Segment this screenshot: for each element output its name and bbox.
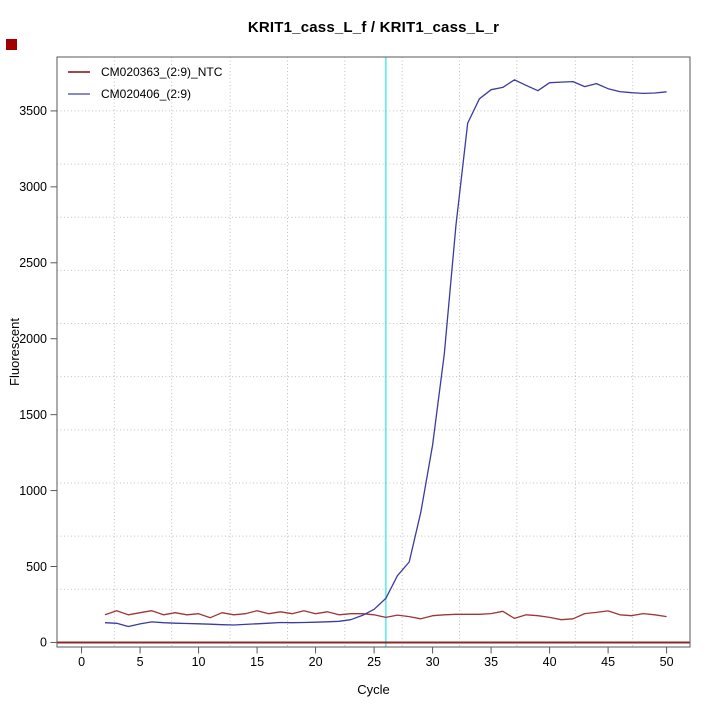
y-tick-label: 1500 — [19, 408, 47, 422]
x-tick-label: 5 — [137, 655, 144, 669]
axes — [50, 110, 668, 654]
x-tick-label: 0 — [78, 655, 85, 669]
series-line-sample — [104, 79, 667, 628]
gridlines — [57, 57, 690, 647]
legend-item-sample: CM020406_(2:9) — [68, 83, 222, 105]
y-tick-label: 0 — [40, 636, 47, 650]
y-tick-label: 1000 — [19, 484, 47, 498]
tick-labels: 0 5 10 15 20 25 30 35 40 45 5005001000150020002500… — [19, 104, 673, 669]
y-tick-label: 2500 — [19, 256, 47, 270]
legend-label-sample: CM020406_(2:9) — [101, 87, 192, 101]
plot-border — [56, 56, 691, 648]
y-tick-label: 2000 — [19, 332, 47, 346]
legend-line-red — [68, 71, 90, 73]
legend-label-ntc: CM020363_(2:9)_NTC — [101, 65, 223, 79]
x-tick-label: 25 — [367, 655, 381, 669]
x-tick-label: 15 — [250, 655, 264, 669]
series-line-ntc — [104, 610, 667, 621]
x-tick-label: 20 — [309, 655, 323, 669]
x-tick-label: 45 — [601, 655, 615, 669]
y-axis-label: Fluorescent — [7, 318, 22, 386]
y-tick-label: 500 — [26, 560, 47, 574]
chart-title: KRIT1_cass_L_f / KRIT1_cass_L_r — [247, 19, 500, 36]
x-tick-label: 35 — [484, 655, 498, 669]
x-tick-label: 50 — [660, 655, 674, 669]
legend-item-ntc: CM020363_(2:9)_NTC — [68, 61, 222, 83]
y-tick-label: 3000 — [19, 180, 47, 194]
red-marker-square — [6, 39, 17, 50]
legend-line-blue — [68, 93, 90, 95]
legend: CM020363_(2:9)_NTC CM020406_(2:9) — [68, 61, 222, 105]
x-tick-label: 10 — [192, 655, 206, 669]
x-axis-label: Cycle — [357, 682, 390, 697]
x-tick-label: 40 — [543, 655, 557, 669]
x-tick-label: 30 — [426, 655, 440, 669]
y-tick-label: 3500 — [19, 104, 47, 118]
